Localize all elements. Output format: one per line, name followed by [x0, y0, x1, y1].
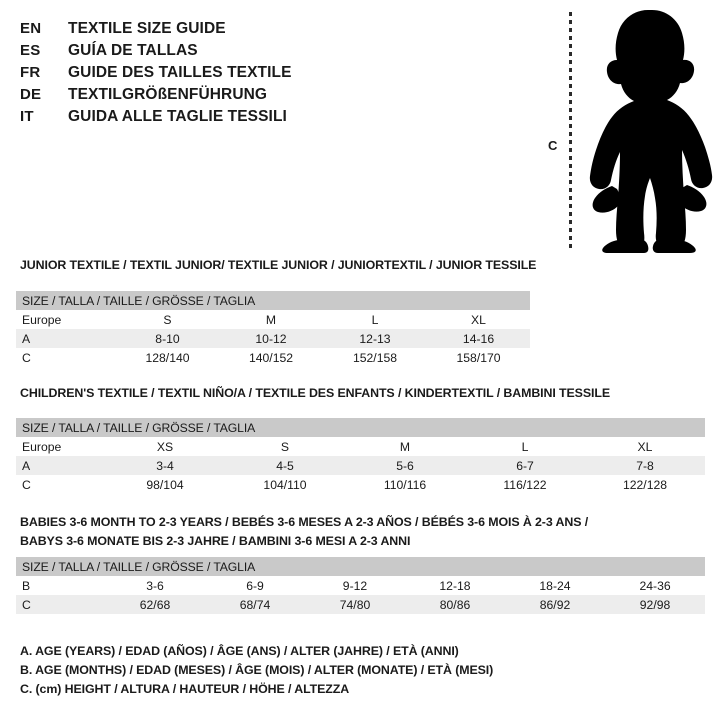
table-cell: 12-13	[323, 329, 427, 348]
title-lang-code: IT	[20, 108, 34, 125]
table-band-header-row: SIZE / TALLA / TAILLE / GRÖSSE / TAGLIA	[16, 291, 531, 310]
title-row: IT GUIDA ALLE TAGLIE TESSILI	[20, 106, 520, 128]
table-cell: 74/80	[305, 595, 405, 614]
row-label: C	[16, 475, 105, 494]
row-label: B	[16, 576, 105, 595]
title-text: TEXTILE SIZE GUIDE	[68, 20, 226, 37]
table-row: B 3-6 6-9 9-12 12-18 18-24 24-36	[16, 576, 706, 595]
table-cell: 158/170	[427, 348, 531, 367]
section-heading-children: CHILDREN'S TEXTILE / TEXTIL NIÑO/A / TEX…	[20, 386, 610, 400]
section-heading-babies-line1: BABIES 3-6 MONTH TO 2-3 YEARS / BEBÉS 3-…	[20, 515, 589, 529]
row-label: C	[16, 595, 105, 614]
band-label: SIZE / TALLA / TAILLE / GRÖSSE / TAGLIA	[16, 291, 531, 310]
table-cell: L	[465, 437, 585, 456]
table-cell: 4-5	[225, 456, 345, 475]
babies-size-table: SIZE / TALLA / TAILLE / GRÖSSE / TAGLIA …	[16, 557, 706, 614]
title-row: ES GUÍA DE TALLAS	[20, 40, 520, 62]
height-marker-label: C	[548, 138, 558, 153]
table-row: C 62/68 68/74 74/80 80/86 86/92 92/98	[16, 595, 706, 614]
row-label: A	[16, 456, 105, 475]
table-cell: 18-24	[505, 576, 605, 595]
table-cell: 3-6	[105, 576, 205, 595]
table-cell: 24-36	[605, 576, 706, 595]
title-lang-code: ES	[20, 42, 41, 59]
table-cell: 122/128	[585, 475, 706, 494]
legend-line-c: C. (cm) HEIGHT / ALTURA / HAUTEUR / HÖHE…	[20, 682, 350, 696]
table-cell: 92/98	[605, 595, 706, 614]
table-cell: 80/86	[405, 595, 505, 614]
legend-block: A. AGE (YEARS) / EDAD (AÑOS) / ÂGE (ANS)…	[20, 642, 560, 699]
table-band-header-row: SIZE / TALLA / TAILLE / GRÖSSE / TAGLIA	[16, 557, 706, 576]
table-cell: M	[219, 310, 323, 329]
title-lang-code: EN	[20, 20, 42, 37]
table-cell: M	[345, 437, 465, 456]
table-cell: 9-12	[305, 576, 405, 595]
height-measurement-figure: C	[536, 8, 720, 253]
title-text: GUIDE DES TAILLES TEXTILE	[68, 64, 292, 81]
title-text: GUIDA ALLE TAGLIE TESSILI	[68, 108, 287, 125]
table-row: C 128/140 140/152 152/158 158/170	[16, 348, 531, 367]
table-cell: XL	[427, 310, 531, 329]
table-cell: 10-12	[219, 329, 323, 348]
table-cell: L	[323, 310, 427, 329]
table-cell: 62/68	[105, 595, 205, 614]
table-row: A 3-4 4-5 5-6 6-7 7-8	[16, 456, 706, 475]
table-cell: S	[116, 310, 219, 329]
table-cell: 6-7	[465, 456, 585, 475]
table-cell: 86/92	[505, 595, 605, 614]
table-cell: 8-10	[116, 329, 219, 348]
row-label: A	[16, 329, 116, 348]
table-cell: 5-6	[345, 456, 465, 475]
legend-line-b: B. AGE (MONTHS) / EDAD (MESES) / ÂGE (MO…	[20, 663, 494, 677]
table-cell: XL	[585, 437, 706, 456]
section-heading-babies-line2: BABYS 3-6 MONATE BIS 2-3 JAHRE / BAMBINI…	[20, 534, 411, 548]
title-row: DE TEXTILGRÖßENFÜHRUNG	[20, 84, 520, 106]
table-cell: 116/122	[465, 475, 585, 494]
band-label: SIZE / TALLA / TAILLE / GRÖSSE / TAGLIA	[16, 557, 706, 576]
band-label: SIZE / TALLA / TAILLE / GRÖSSE / TAGLIA	[16, 418, 706, 437]
row-label: Europe	[16, 310, 116, 329]
table-row: Europe S M L XL	[16, 310, 531, 329]
title-text: TEXTILGRÖßENFÜHRUNG	[68, 86, 268, 103]
table-cell: 6-9	[205, 576, 305, 595]
multilingual-title-block: EN TEXTILE SIZE GUIDE ES GUÍA DE TALLAS …	[20, 18, 520, 128]
section-heading-junior: JUNIOR TEXTILE / TEXTIL JUNIOR/ TEXTILE …	[20, 258, 537, 272]
legend-line-a: A. AGE (YEARS) / EDAD (AÑOS) / ÂGE (ANS)…	[20, 644, 459, 658]
table-cell: 14-16	[427, 329, 531, 348]
junior-size-table: SIZE / TALLA / TAILLE / GRÖSSE / TAGLIA …	[16, 291, 531, 367]
table-cell: 128/140	[116, 348, 219, 367]
table-cell: 68/74	[205, 595, 305, 614]
table-row: A 8-10 10-12 12-13 14-16	[16, 329, 531, 348]
title-lang-code: DE	[20, 86, 42, 103]
table-row: C 98/104 104/110 110/116 116/122 122/128	[16, 475, 706, 494]
table-row: Europe XS S M L XL	[16, 437, 706, 456]
table-cell: 152/158	[323, 348, 427, 367]
table-cell: S	[225, 437, 345, 456]
table-cell: 7-8	[585, 456, 706, 475]
table-cell: 12-18	[405, 576, 505, 595]
row-label: Europe	[16, 437, 105, 456]
table-cell: 110/116	[345, 475, 465, 494]
title-row: EN TEXTILE SIZE GUIDE	[20, 18, 520, 40]
table-cell: 98/104	[105, 475, 225, 494]
height-dashed-line	[569, 12, 572, 250]
table-cell: 3-4	[105, 456, 225, 475]
title-text: GUÍA DE TALLAS	[68, 42, 198, 59]
children-size-table: SIZE / TALLA / TAILLE / GRÖSSE / TAGLIA …	[16, 418, 706, 494]
table-cell: 140/152	[219, 348, 323, 367]
table-band-header-row: SIZE / TALLA / TAILLE / GRÖSSE / TAGLIA	[16, 418, 706, 437]
toddler-silhouette-icon	[589, 10, 713, 253]
title-row: FR GUIDE DES TAILLES TEXTILE	[20, 62, 520, 84]
title-lang-code: FR	[20, 64, 41, 81]
row-label: C	[16, 348, 116, 367]
table-cell: XS	[105, 437, 225, 456]
table-cell: 104/110	[225, 475, 345, 494]
